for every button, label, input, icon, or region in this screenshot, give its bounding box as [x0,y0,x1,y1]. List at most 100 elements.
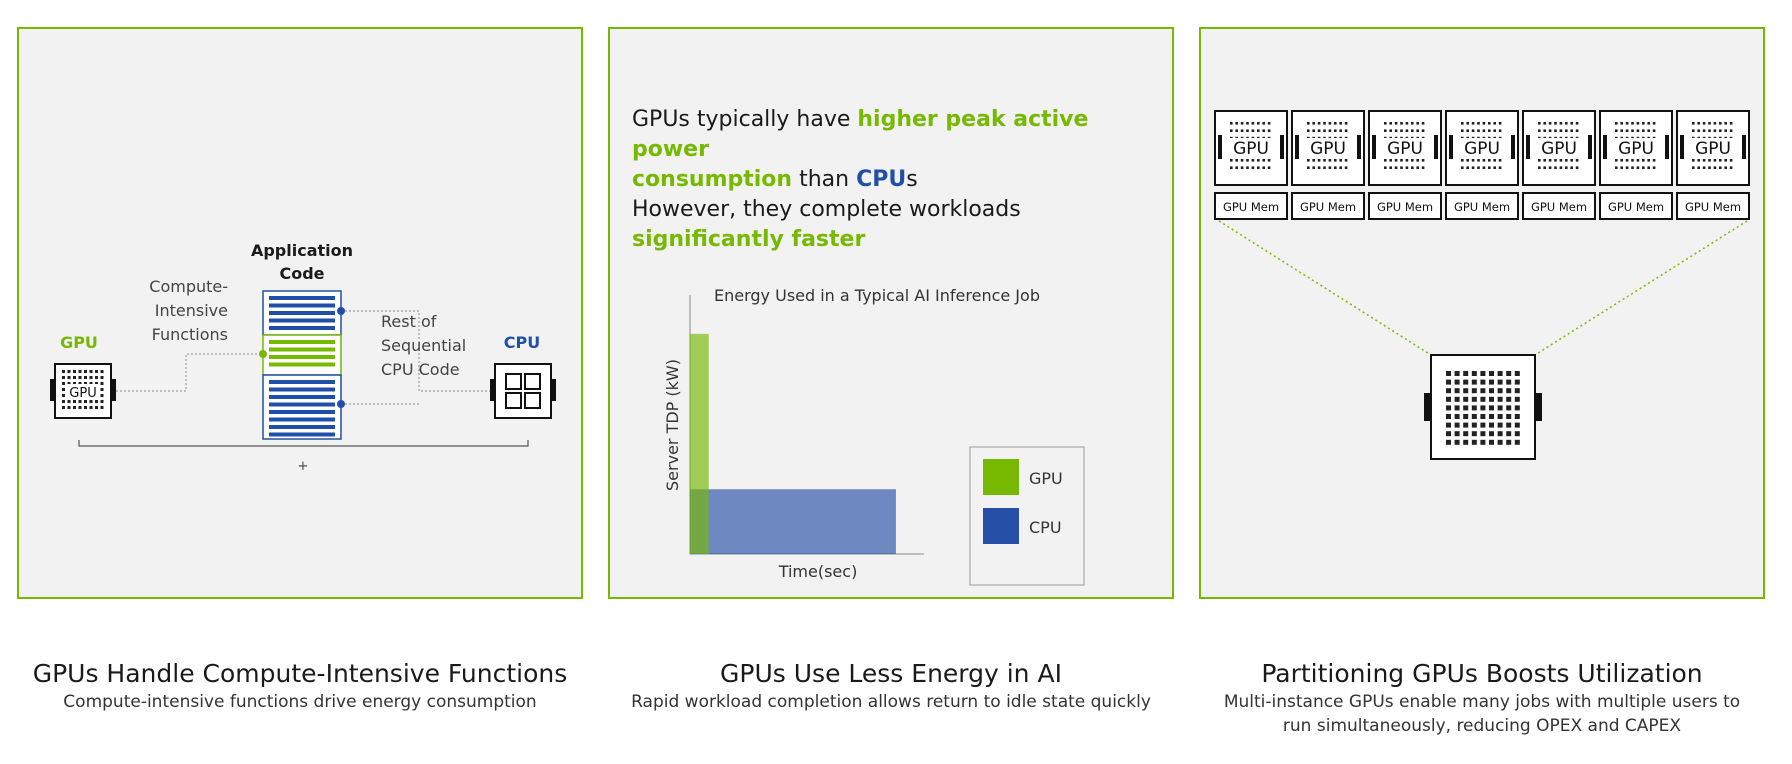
code-line [269,311,335,315]
bar-gpu [690,333,709,554]
code-line [269,318,335,323]
caption-partitioning: Partitioning GPUs Boosts Utilization Mul… [1182,658,1782,738]
gpu-instance-label: GPU [1387,139,1423,159]
gpu-instance-label: GPU [1541,139,1577,159]
gpu-instance-label: GPU [1618,139,1654,159]
gpu-mem-label: GPU Mem [1454,200,1510,214]
compute-label-3: Functions [152,325,228,344]
headline-text-3: s [906,167,918,192]
rest-label-3: CPU Code [381,360,460,379]
gpu-mem-box [1676,192,1750,220]
legend-swatch-gpu [983,459,1019,495]
headline-faster-text: However, they complete workloads [632,197,1021,222]
partition-line-right [1534,220,1748,356]
caption-subtitle: Rapid workload completion allows return … [631,692,1151,712]
gpu-instance: GPU [1214,110,1288,186]
gpu-mem-label: GPU Mem [1223,200,1279,214]
gpu-instance-label: GPU [1310,139,1346,159]
headline-text: GPUs typically have [632,107,858,132]
code-line [269,303,335,308]
gpu-instance: GPU [1599,110,1673,186]
code-line [269,417,335,422]
brace-line [78,440,529,447]
headline-faster-highlight: significantly faster [632,227,866,252]
code-line [269,326,335,330]
gpu-mem-label: GPU Mem [1300,200,1356,214]
caption-title: GPUs Handle Compute-Intensive Functions [32,659,568,688]
gpu-mem-box [1291,192,1365,220]
gpu-instance: GPU [1522,110,1596,186]
gpu-instance-label: GPU [1233,139,1269,159]
gpu-instance: GPU [1291,110,1365,186]
code-line [269,410,335,414]
gpu-mem-box [1214,192,1288,220]
gpu-mem-box [1522,192,1596,220]
app-code-label-1: Application [251,241,353,260]
legend-swatch-cpu [983,508,1019,544]
gpu-mem-label: GPU Mem [1531,200,1587,214]
gpu-instance: GPU [1368,110,1442,186]
x-axis-label: Time(sec) [778,562,858,581]
gpu-mem-box [1445,192,1519,220]
connector-lines [116,310,490,405]
code-line [269,425,335,429]
caption-compute: GPUs Handle Compute-Intensive Functions … [0,658,600,714]
gpu-mem-label: GPU Mem [1685,200,1741,214]
rest-label-2: Sequential [381,336,466,355]
code-line [269,387,335,392]
code-line [269,380,335,384]
mig-diagram: GPU GPU Mem GPU GPU Mem GPU GPU Mem GPU GPU Mem… [1214,110,1750,460]
headline-highlight: higher peak active power [632,107,1089,162]
y-axis-label: Server TDP (kW) [663,359,682,491]
compute-diagram: GPU GPU CPU Application Code [50,241,556,474]
chart-title: Energy Used in a Typical AI Inference Jo… [714,286,1040,305]
gpu-chip-text: GPU [69,386,96,401]
code-line [269,432,335,437]
code-line [269,395,335,399]
panel-energy: GPUs typically have higher peak active p… [608,27,1174,599]
big-gpu-chip-icon [1424,354,1542,460]
gpu-connector-dot [259,350,267,358]
gpu-chip-icon: GPU [50,363,116,419]
caption-subtitle: Compute-intensive functions drive energy… [63,692,537,712]
energy-chart: Energy Used in a Typical AI Inference Jo… [663,286,1085,586]
gpu-label: GPU [60,333,98,352]
headline-cpu: CPU [856,167,907,192]
gpu-instance: GPU [1676,110,1750,186]
caption-title: GPUs Use Less Energy in AI [720,659,1062,688]
code-line [269,402,335,407]
code-line [269,355,335,359]
gpu-mem-label: GPU Mem [1608,200,1664,214]
code-line [269,296,335,300]
headline-faster: However, they complete workloads signifi… [632,195,1021,255]
gpu-instance: GPU [1445,110,1519,186]
panel-partitioning: GPU GPU Mem GPU GPU Mem GPU GPU Mem GPU GPU Mem… [1199,27,1765,599]
compute-label-2: Intensive [155,301,228,320]
application-code-stack [262,290,342,440]
legend-label-cpu: CPU [1029,518,1062,537]
cpu-connector-dot-top [337,307,345,315]
caption-title: Partitioning GPUs Boosts Utilization [1261,659,1703,688]
panel-compute-functions: GPU GPU CPU Application Code [17,27,583,599]
code-line [269,347,335,352]
headline-highlight-2: consumption [632,167,793,192]
partition-line-left [1218,220,1432,356]
rest-label-1: Rest of [381,312,437,331]
compute-label-1: Compute- [149,277,228,296]
headline-power: GPUs typically have higher peak active p… [632,105,1172,195]
bar-cpu [690,489,896,554]
headline-text-2: than [792,167,857,192]
cpu-label: CPU [504,333,540,352]
gpu-instance-label: GPU [1464,139,1500,159]
app-code-label-2: Code [279,264,324,283]
plus-sign: + [298,459,309,474]
gpu-mem-box [1599,192,1673,220]
gpu-mem-box [1368,192,1442,220]
code-line [269,362,335,367]
caption-energy: GPUs Use Less Energy in AI Rapid workloa… [591,658,1191,714]
caption-subtitle-2: run simultaneously, reducing OPEX and CA… [1282,716,1682,736]
gpu-instance-label: GPU [1695,139,1731,159]
gpu-mem-label: GPU Mem [1377,200,1433,214]
cpu-chip-icon [490,363,556,419]
code-line [269,340,335,344]
